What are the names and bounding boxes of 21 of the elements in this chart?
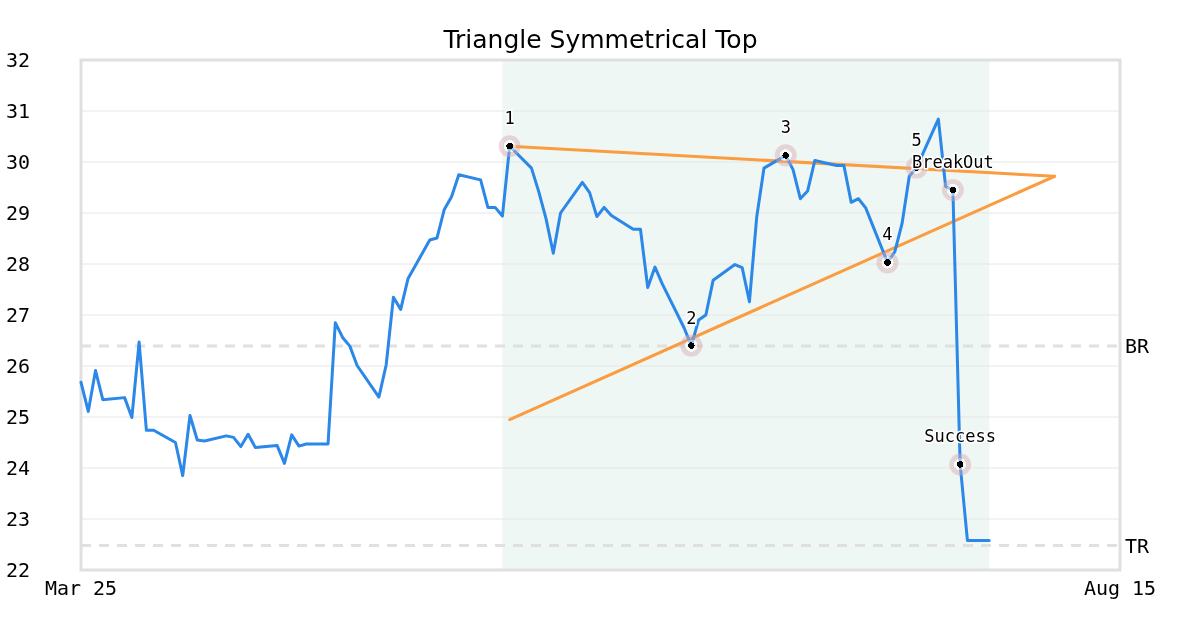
annotation: 2	[686, 307, 697, 328]
y-tick-label: 31	[5, 99, 31, 123]
x-tick-label: Aug 15	[1083, 576, 1157, 600]
y-tick-label: 32	[5, 48, 31, 72]
y-tick-label: 26	[5, 354, 31, 378]
annotation: 5	[911, 129, 922, 150]
ref-line-label: BR	[1125, 334, 1151, 359]
x-tick-label: Mar 25	[44, 576, 118, 600]
y-tick-label: 29	[5, 201, 31, 225]
chart-title: Triangle Symmetrical Top	[442, 25, 758, 54]
annotation: 1	[504, 108, 515, 129]
y-tick-label: 30	[5, 150, 31, 174]
y-tick-label: 23	[5, 507, 31, 531]
y-tick-label: 28	[5, 252, 31, 276]
y-tick-label: 22	[5, 558, 31, 582]
y-tick-label: 25	[5, 405, 31, 429]
annotation: 3	[780, 117, 791, 138]
y-tick-label: 24	[5, 456, 31, 480]
annotation: 4	[882, 224, 893, 245]
y-tick-label: 27	[5, 303, 31, 327]
ref-line-label: TR	[1125, 533, 1151, 558]
